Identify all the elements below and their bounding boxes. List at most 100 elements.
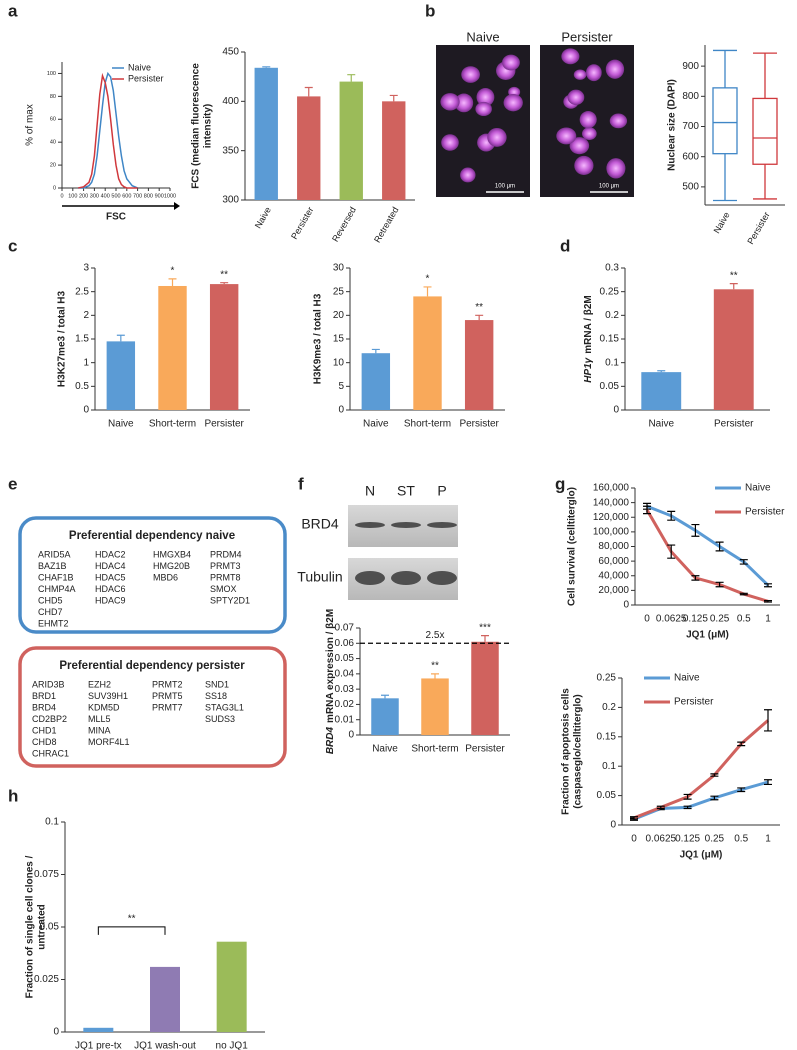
bar [339, 81, 363, 200]
bar [254, 67, 278, 200]
legend-label: Naive [674, 673, 700, 684]
gene-name: SPTY2D1 [210, 595, 250, 605]
y-tick-label: 350 [222, 145, 239, 156]
error-bar [262, 66, 271, 68]
bracket [97, 926, 166, 935]
error-bar [667, 544, 676, 559]
error-bar [683, 805, 692, 810]
y-tick-label: 0.15 [597, 731, 617, 742]
y-tick-label: 0.04 [335, 668, 355, 679]
error-bar [389, 94, 398, 102]
x-tick-label: no JQ1 [216, 1041, 249, 1050]
y-axis-label: Fraction of single cell clones / [25, 855, 36, 998]
y-tick-label: 1 [83, 357, 89, 368]
x-tick-label: 300 [90, 193, 99, 199]
series-line [646, 504, 770, 587]
y-tick-label: 0.05 [40, 922, 60, 933]
y-tick-label: 0.025 [34, 974, 59, 985]
nucleus [441, 134, 459, 151]
y-axis-label: % of max [25, 104, 36, 146]
blot-band [427, 571, 457, 585]
significance: ** [475, 302, 483, 313]
y-tick-label: 100,000 [593, 527, 630, 538]
gene-name: HDAC5 [95, 572, 126, 582]
error-bar [710, 773, 719, 777]
y-axis-label: H3K9me3 / total H3 [313, 293, 324, 384]
blot-lane-label: ST [397, 483, 415, 499]
y-tick-label: 40,000 [598, 570, 629, 581]
y-tick-label: 900 [682, 61, 699, 72]
panel-letter: e [8, 474, 17, 493]
y-axis-label: Cell survival (celltiterglo) [567, 487, 578, 606]
nucleus [579, 111, 597, 129]
error-bar [729, 283, 738, 290]
series-line [78, 72, 138, 189]
panel-letter: c [8, 236, 17, 255]
bar [216, 941, 247, 1032]
gene-name: SUDS3 [205, 714, 235, 724]
x-tick-label: Retreated [372, 205, 400, 244]
blot-band [355, 571, 385, 585]
bracket-label: ** [128, 914, 136, 925]
image-title: Naive [466, 29, 499, 44]
box [752, 97, 778, 165]
y-tick-label: 700 [682, 121, 699, 132]
error-bar [304, 86, 313, 97]
x-tick-label: Naive [648, 419, 674, 430]
bar [421, 678, 449, 735]
nucleus [487, 127, 507, 147]
error-bar [737, 787, 746, 793]
significance: * [426, 274, 430, 285]
gene-name: SS18 [205, 691, 227, 701]
nucleus [582, 127, 597, 140]
y-axis-label-italic: BRD4 [325, 727, 336, 755]
axis-arrowhead [174, 202, 180, 210]
y-tick-label: 0 [623, 600, 629, 611]
gene-name: BRD4 [32, 702, 56, 712]
blot-band [355, 522, 385, 528]
y-tick-label: 40 [50, 140, 56, 146]
x-tick-label: 0.5 [737, 614, 751, 625]
bar [413, 296, 442, 410]
nucleus [605, 59, 625, 79]
x-tick-label: 600 [122, 193, 131, 199]
bar [361, 353, 391, 410]
scale-bar-label: 100 μm [495, 184, 515, 190]
error-bar [737, 741, 746, 747]
gene-name: PRMT8 [210, 572, 241, 582]
bar [150, 966, 180, 1032]
gene-name: MINA [88, 725, 111, 735]
significance: ** [730, 270, 738, 281]
x-tick-label: 0.125 [675, 834, 700, 845]
bar [83, 1027, 114, 1032]
bar [382, 101, 406, 200]
series-line [78, 71, 138, 189]
error-bar [710, 795, 719, 801]
blot-row-label: BRD4 [301, 516, 339, 532]
gene-name: CHRAC1 [32, 748, 69, 758]
significance: ** [431, 660, 439, 671]
gene-name: CHD8 [32, 737, 57, 747]
gene-name: HDAC2 [95, 549, 126, 559]
x-tick-label: Naive [108, 419, 134, 430]
x-tick-label: 0.25 [710, 614, 730, 625]
y-axis-label: intensity) [203, 104, 214, 148]
nucleus [502, 54, 520, 71]
y-axis-label: BRD4 mRNA expression / β2M [325, 609, 336, 754]
y-tick-label: 3 [83, 263, 89, 274]
x-axis-label: FSC [106, 212, 126, 223]
gene-box [18, 516, 287, 634]
y-axis-label-rest: mRNA expression / β2M [325, 609, 336, 723]
gene-name: PRMT5 [152, 691, 183, 701]
y-tick-label: 0.01 [335, 714, 355, 725]
x-tick-label: 0.125 [683, 614, 708, 625]
gene-name: HDAC9 [95, 595, 126, 605]
error-bar [220, 282, 229, 285]
y-tick-label: 0 [53, 1027, 59, 1038]
image-title: Persister [561, 29, 613, 44]
y-tick-label: 600 [682, 151, 699, 162]
x-tick-label: Reversed [330, 205, 358, 243]
y-tick-label: 1.5 [75, 334, 89, 345]
gene-name: PRMT2 [152, 679, 183, 689]
gene-name: HDAC4 [95, 561, 126, 571]
